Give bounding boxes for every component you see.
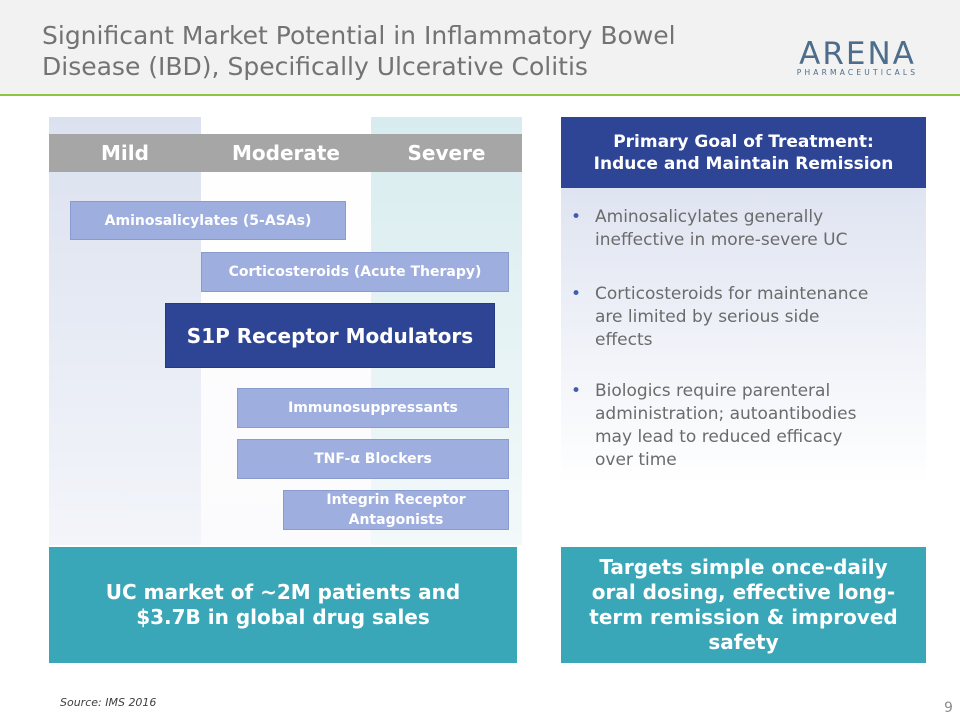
therapy-integrin-antagonists: Integrin Receptor Antagonists: [283, 490, 509, 530]
severity-severe-label: Severe: [407, 141, 486, 165]
goal-bullet-item: • Aminosalicylates generally ineffective…: [571, 206, 911, 252]
logo-wordmark: ARENA: [799, 36, 916, 72]
severity-moderate-label: Moderate: [231, 141, 340, 165]
treatment-goal-line-1: Primary Goal of Treatment:: [613, 131, 874, 152]
bullet-icon: •: [571, 284, 582, 304]
treatment-goal-header: Primary Goal of Treatment: Induce and Ma…: [561, 117, 926, 188]
bullet-icon: •: [571, 207, 582, 227]
page-title-line-2: Disease (IBD), Specifically Ulcerative C…: [42, 52, 588, 81]
severity-header-bar: [49, 134, 522, 172]
header-band: [0, 0, 960, 94]
therapy-s1p-receptor-modulators: S1P Receptor Modulators: [165, 303, 495, 368]
treatment-goal-body: [561, 188, 926, 485]
market-size-box: UC market of ~2M patients and $3.7B in g…: [49, 547, 517, 663]
therapy-corticosteroids: Corticosteroids (Acute Therapy): [201, 252, 509, 292]
goal-bullet-text: Corticosteroids for maintenance are limi…: [595, 284, 869, 350]
therapy-immunosuppressants: Immunosuppressants: [237, 388, 509, 428]
goal-bullet-item: • Biologics require parenteral administr…: [571, 380, 911, 472]
page-title: Significant Market Potential in Inflamma…: [42, 20, 762, 82]
page-title-line-1: Significant Market Potential in Inflamma…: [42, 21, 676, 50]
goal-bullet-item: • Corticosteroids for maintenance are li…: [571, 283, 911, 352]
treatment-goal-line-2: Induce and Maintain Remission: [593, 153, 894, 174]
header-divider: [0, 94, 960, 96]
arena-logo: ARENA PHARMACEUTICALS: [790, 38, 925, 80]
goal-bullet-text: Biologics require parenteral administrat…: [595, 381, 857, 470]
therapy-aminosalicylates: Aminosalicylates (5-ASAs): [70, 201, 346, 240]
bullet-icon: •: [571, 381, 582, 401]
goal-bullet-text: Aminosalicylates generally ineffective i…: [595, 207, 848, 250]
targets-box: Targets simple once-daily oral dosing, e…: [561, 547, 926, 663]
severity-mild-label: Mild: [101, 141, 149, 165]
source-note: Source: IMS 2016: [60, 696, 157, 709]
page-number: 9: [944, 700, 953, 716]
therapy-tnf-blockers: TNF-α Blockers: [237, 439, 509, 479]
logo-subtitle: PHARMACEUTICALS: [796, 68, 919, 77]
